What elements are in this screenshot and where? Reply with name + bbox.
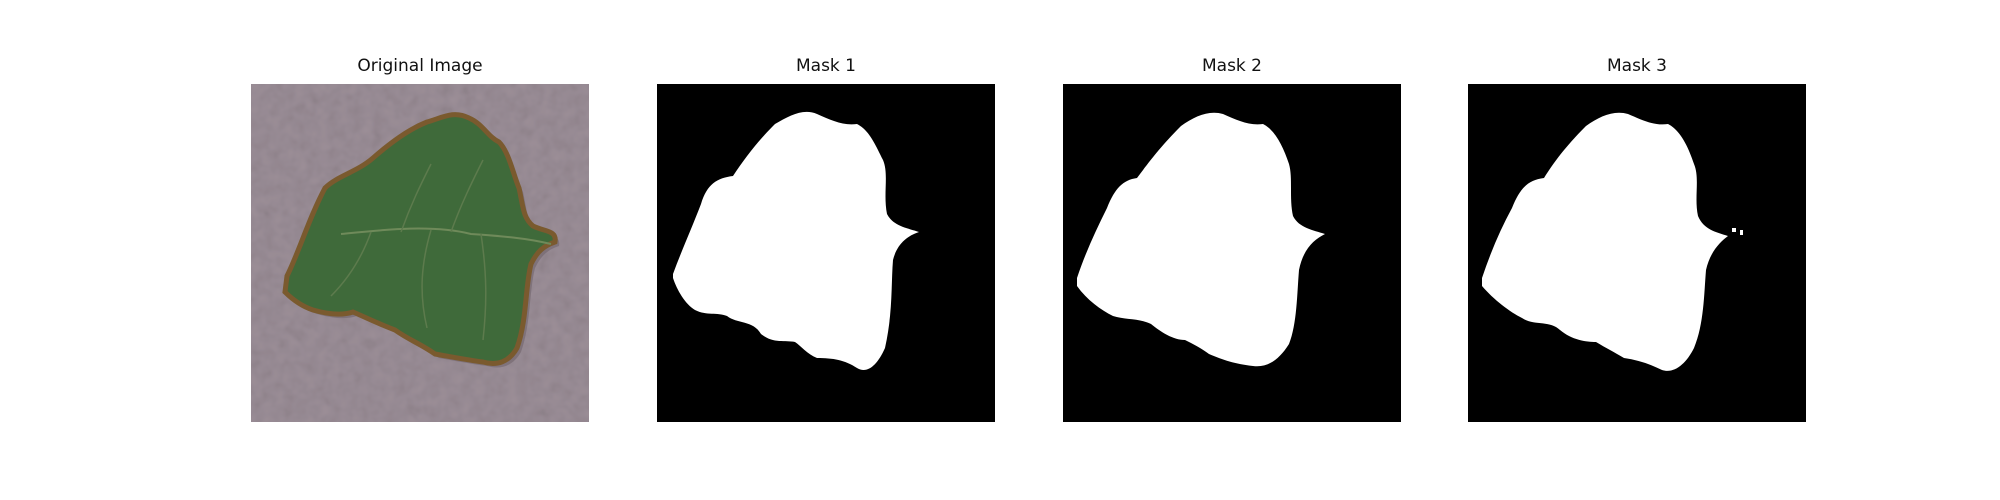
panel-mask-3: Mask 3 — [1468, 0, 1806, 500]
mask-image — [1468, 84, 1806, 422]
mask-image — [1063, 84, 1401, 422]
panel-title: Mask 3 — [1606, 56, 1667, 76]
leaf — [282, 112, 558, 366]
panel-mask-1: Mask 1 — [657, 0, 995, 500]
panel-title: Mask 2 — [1201, 56, 1262, 76]
leaf-vein — [340, 227, 552, 245]
mask-region — [1077, 112, 1325, 367]
mask-region — [1482, 112, 1728, 371]
panel-mask-2: Mask 2 — [1063, 0, 1401, 500]
mask-speckle — [1732, 228, 1736, 232]
mask-image — [657, 84, 995, 422]
panel-original-image: Original Image — [251, 0, 589, 500]
original-leaf-image — [251, 84, 589, 422]
panel-title: Original Image — [357, 56, 483, 76]
mask-region — [673, 111, 919, 370]
mask-speckle — [1740, 230, 1743, 235]
panel-title: Mask 1 — [795, 56, 856, 76]
